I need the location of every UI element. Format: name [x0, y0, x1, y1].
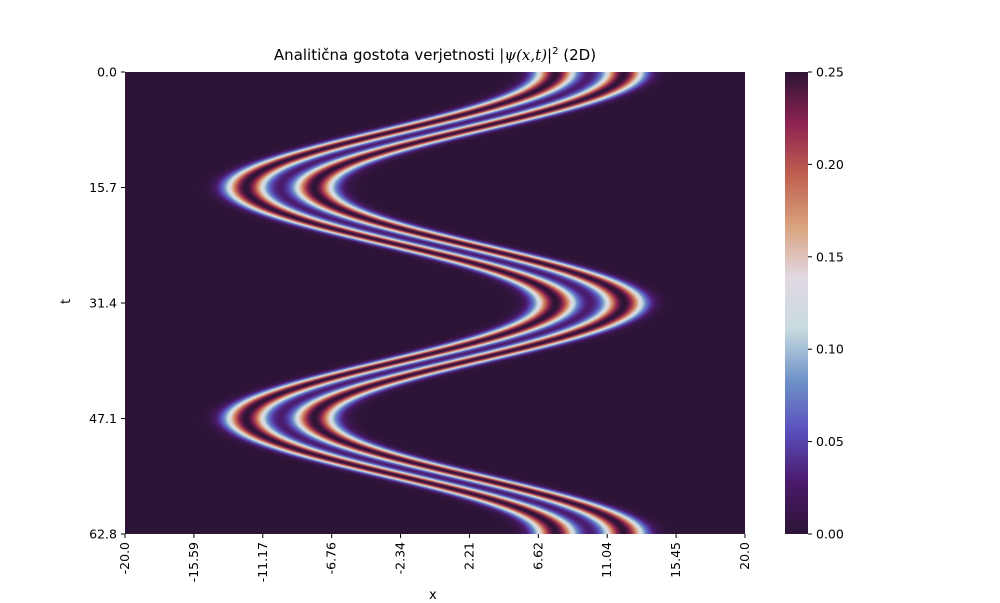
x-tick-label: -2.34: [393, 542, 408, 574]
colorbar-tick-label: 0.25: [816, 65, 844, 80]
x-tick-label: 6.62: [530, 542, 545, 570]
title-exponent: 2: [552, 46, 559, 57]
colorbar: [785, 72, 808, 534]
x-tick-label: 15.45: [668, 542, 683, 578]
colorbar-tick-label: 0.05: [816, 434, 844, 449]
colorbar-tick-label: 0.15: [816, 249, 844, 264]
x-tick-label: 20.0: [737, 542, 752, 570]
y-tick-label: 15.7: [89, 180, 117, 195]
title-math: |ψ(x,t)|: [499, 46, 553, 64]
x-tick-label: -15.59: [186, 542, 201, 582]
title-prefix: Analitična gostota verjetnosti: [273, 46, 500, 64]
colorbar-gradient: [785, 72, 808, 534]
colorbar-tick-label: 0.10: [816, 342, 844, 357]
x-axis-label: x: [429, 588, 437, 603]
y-tick-label: 31.4: [89, 296, 117, 311]
title-suffix: (2D): [558, 46, 597, 64]
x-tick-label: -20.0: [117, 542, 132, 574]
y-tick-label: 62.8: [89, 527, 117, 542]
x-tick-label: -11.17: [255, 542, 270, 582]
y-axis-label: t: [59, 298, 75, 305]
x-tick-label: 2.21: [461, 542, 476, 570]
colorbar-tick-label: 0.00: [816, 527, 844, 542]
x-tick-label: -6.76: [324, 542, 339, 574]
chart-title: Analitična gostota verjetnosti |ψ(x,t)|2…: [125, 46, 745, 64]
y-tick-label: 47.1: [89, 411, 117, 426]
x-tick-label: 11.04: [599, 542, 614, 578]
colorbar-tick-label: 0.20: [816, 157, 844, 172]
y-tick-label: 0.0: [97, 65, 117, 80]
heatmap-image: [125, 72, 745, 534]
heatmap-plot-area: [125, 72, 745, 534]
